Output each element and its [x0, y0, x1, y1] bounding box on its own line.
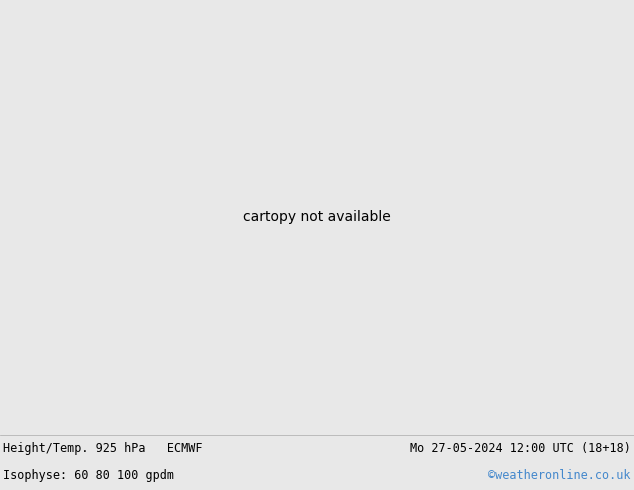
- Text: Height/Temp. 925 hPa   ECMWF: Height/Temp. 925 hPa ECMWF: [3, 442, 203, 455]
- Text: cartopy not available: cartopy not available: [243, 210, 391, 224]
- Text: Mo 27-05-2024 12:00 UTC (18+18): Mo 27-05-2024 12:00 UTC (18+18): [410, 442, 631, 455]
- Text: Isophyse: 60 80 100 gpdm: Isophyse: 60 80 100 gpdm: [3, 469, 174, 483]
- Text: ©weatheronline.co.uk: ©weatheronline.co.uk: [488, 469, 631, 483]
